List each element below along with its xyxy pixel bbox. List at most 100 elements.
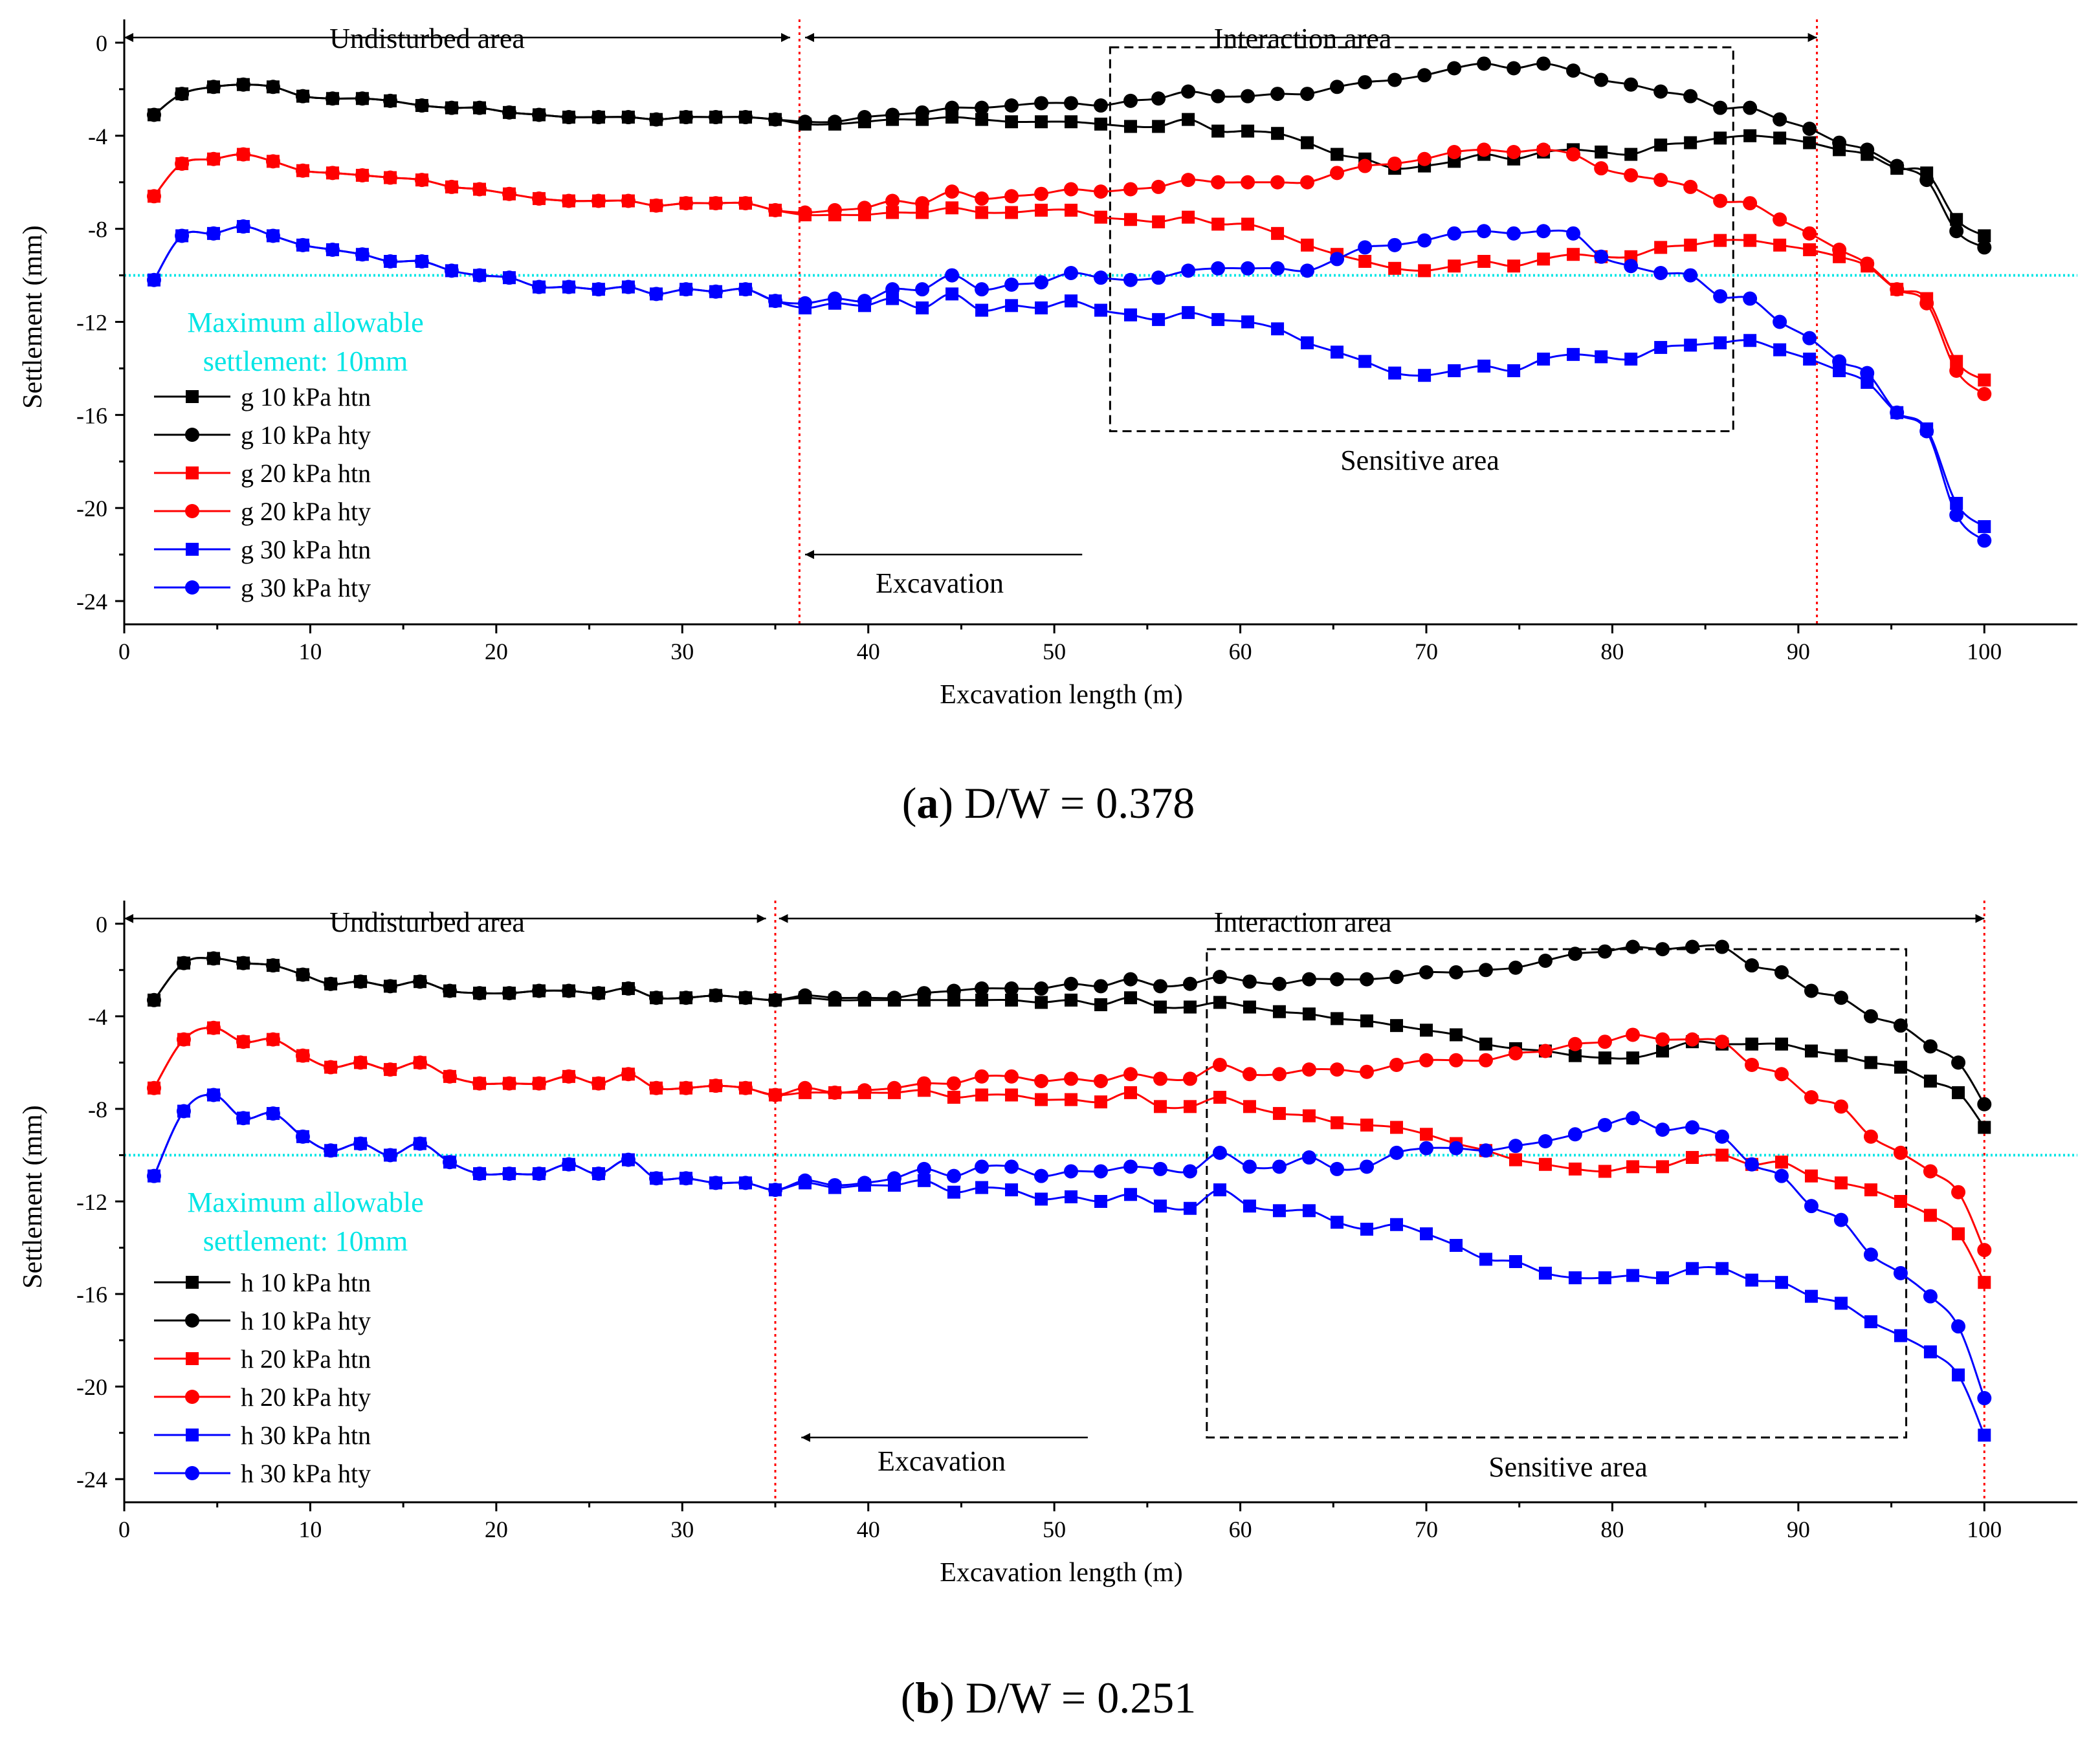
series-point	[1949, 224, 1964, 239]
series-point	[1034, 981, 1049, 996]
x-tick-label: 90	[1787, 1517, 1810, 1542]
series-point	[1064, 182, 1079, 197]
series-point	[1894, 1195, 1907, 1208]
series-point	[1331, 1012, 1344, 1025]
series-point	[1301, 136, 1314, 149]
series-point	[1449, 1028, 1463, 1042]
series-point	[1626, 1269, 1640, 1282]
series-point	[1211, 261, 1226, 276]
series-point	[1834, 1049, 1848, 1062]
series-point	[709, 110, 724, 125]
series-point	[324, 1060, 338, 1075]
series-point	[1653, 173, 1668, 188]
series-point	[679, 991, 694, 1005]
series-point	[709, 196, 724, 211]
series-point	[1566, 147, 1581, 162]
series-point	[1508, 1139, 1523, 1154]
x-tick-label: 30	[670, 1517, 694, 1542]
x-tick-label: 90	[1787, 639, 1810, 664]
series-point	[472, 182, 487, 197]
legend-label: h 10 kPa htn	[241, 1268, 371, 1297]
y-axis-title-a: Settlement (mm)	[18, 225, 48, 408]
series-point	[1923, 1209, 1937, 1222]
series-point	[1773, 112, 1787, 127]
series-point	[591, 110, 606, 125]
series-point	[236, 147, 250, 162]
series-point	[797, 1173, 812, 1188]
series-point	[1507, 226, 1521, 241]
series-point	[975, 1088, 989, 1102]
x-tick-label: 50	[1043, 639, 1066, 664]
series-point	[621, 1152, 636, 1167]
series-point	[1923, 1075, 1937, 1088]
series-point	[1655, 942, 1670, 957]
series-point	[1774, 1276, 1788, 1289]
series-point	[1302, 1109, 1316, 1122]
series-point	[1685, 1120, 1700, 1135]
series-point	[1153, 979, 1167, 994]
series-point	[1123, 93, 1138, 108]
series-point	[1360, 1118, 1374, 1132]
legend-marker	[186, 390, 199, 403]
series-point	[1773, 343, 1787, 356]
series-point	[649, 112, 664, 127]
series-point	[1360, 1159, 1375, 1174]
series-point	[1656, 1044, 1670, 1058]
series-point	[1419, 1053, 1433, 1068]
legend-marker	[186, 543, 199, 556]
series-point	[857, 201, 872, 215]
series-point	[1507, 61, 1521, 76]
x-tick-label: 30	[670, 639, 694, 664]
series-point	[1448, 259, 1461, 273]
series-point	[1860, 366, 1875, 380]
series-point	[1123, 972, 1138, 987]
series-point	[857, 1176, 872, 1190]
series-point	[1951, 1319, 1966, 1334]
series-point	[1388, 261, 1402, 275]
series-point	[679, 1171, 694, 1186]
series-point	[709, 1176, 724, 1190]
series-point	[265, 1106, 280, 1121]
series-point	[1774, 1067, 1789, 1082]
series-point	[857, 1083, 872, 1098]
series-point	[916, 1161, 931, 1176]
sensitive-area-label-b: Sensitive area	[1488, 1451, 1648, 1483]
chart-panel-a: 0 10 20 30 40 50 60 70 80 90 1000-4-8-12-16-20-24 …	[18, 19, 2077, 827]
series-point	[1064, 96, 1079, 111]
series-point	[1387, 72, 1402, 87]
series-point	[887, 1171, 901, 1186]
series-point	[1624, 77, 1639, 92]
series-point	[1566, 63, 1581, 78]
series-point	[1389, 970, 1404, 985]
series-point	[1094, 270, 1108, 285]
series-point	[472, 986, 487, 1001]
undisturbed-area-label-a: Undisturbed area	[329, 23, 525, 54]
series-point	[1035, 203, 1048, 217]
series-point	[591, 193, 606, 208]
series-point	[1893, 1018, 1908, 1033]
legend-marker	[186, 466, 199, 479]
series-point	[325, 166, 340, 181]
series-point	[1716, 1262, 1729, 1275]
series-point	[1626, 1111, 1641, 1126]
x-tick-label: 20	[485, 1517, 508, 1542]
series-point	[945, 287, 959, 301]
series-point	[1331, 345, 1344, 359]
series-point	[1715, 1035, 1730, 1049]
series-point	[383, 93, 398, 108]
legend-entry: g 30 kPa htn	[154, 535, 371, 564]
series-point	[947, 1091, 960, 1104]
series-point	[649, 1171, 664, 1186]
legend-label: g 20 kPa htn	[241, 459, 371, 488]
series-point	[325, 91, 340, 106]
series-point	[355, 168, 370, 182]
legend-b: h 10 kPa htn h 10 kPa hty h 20 kPa htn h 20…	[154, 1268, 371, 1488]
series-point	[1624, 168, 1639, 182]
series-point	[1597, 1035, 1612, 1049]
series-point	[1035, 301, 1048, 314]
series-point	[1153, 1100, 1167, 1113]
series-point	[738, 991, 753, 1005]
x-tick-label: 0	[118, 639, 130, 664]
series-point	[797, 205, 812, 220]
series-point	[1804, 1044, 1818, 1058]
